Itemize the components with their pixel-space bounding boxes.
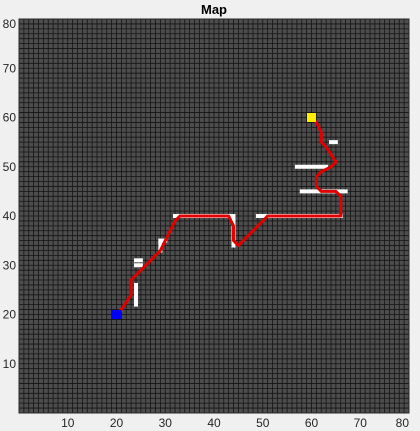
start-marker [112, 310, 121, 319]
x-tick-label: 50 [256, 416, 270, 430]
tick-labels: 10 20 30 40 50 60 70 80 10 20 30 40 50 60 70 80 [3, 17, 410, 430]
x-tick-label: 20 [110, 416, 124, 430]
x-tick-label: 60 [305, 416, 319, 430]
planned-path [115, 116, 343, 316]
y-tick-label: 80 [3, 17, 17, 31]
x-tick-label: 10 [61, 416, 75, 430]
markers [112, 113, 316, 319]
x-tick-label: 80 [396, 416, 410, 430]
y-tick-label: 60 [3, 111, 17, 125]
y-tick-label: 70 [3, 61, 17, 75]
x-tick-label: 40 [207, 416, 221, 430]
path-line [115, 116, 343, 316]
y-tick-label: 10 [3, 357, 17, 371]
x-tick-label: 30 [159, 416, 173, 430]
y-tick-label: 30 [3, 258, 17, 272]
grid-lines [18, 18, 410, 414]
chart-title: Map [201, 2, 227, 17]
goal-marker [307, 113, 316, 122]
y-tick-label: 40 [3, 209, 17, 223]
x-tick-label: 70 [354, 416, 368, 430]
axes-frame [18, 18, 410, 414]
y-tick-label: 20 [3, 308, 17, 322]
y-tick-label: 50 [3, 160, 17, 174]
